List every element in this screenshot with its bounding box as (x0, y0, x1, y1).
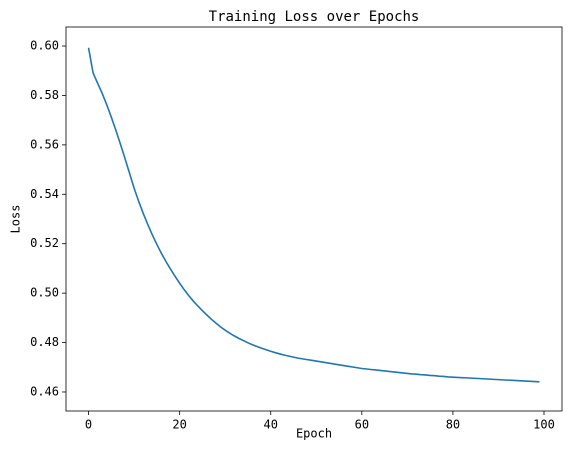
y-tick-label: 0.48 (30, 335, 59, 349)
y-axis-label: Loss (9, 205, 23, 234)
x-tick-label: 100 (533, 418, 555, 432)
loss-line (87, 47, 540, 383)
x-tick-label: 20 (172, 418, 186, 432)
x-axis-label: Epoch (296, 427, 332, 441)
y-tick-label: 0.50 (30, 286, 59, 300)
x-tick-label: 80 (446, 418, 460, 432)
y-tick-label: 0.54 (30, 187, 59, 201)
y-tick-label: 0.52 (30, 236, 59, 250)
y-tick-label: 0.46 (30, 384, 59, 398)
plot-frame (65, 26, 563, 412)
y-tick-label: 0.56 (30, 137, 59, 151)
x-tick-label: 40 (264, 418, 278, 432)
y-tick-label: 0.60 (30, 39, 59, 53)
x-tick-label: 60 (355, 418, 369, 432)
chart-title: Training Loss over Epochs (209, 9, 420, 25)
x-tick-label: 0 (85, 418, 92, 432)
y-tick-label: 0.58 (30, 88, 59, 102)
